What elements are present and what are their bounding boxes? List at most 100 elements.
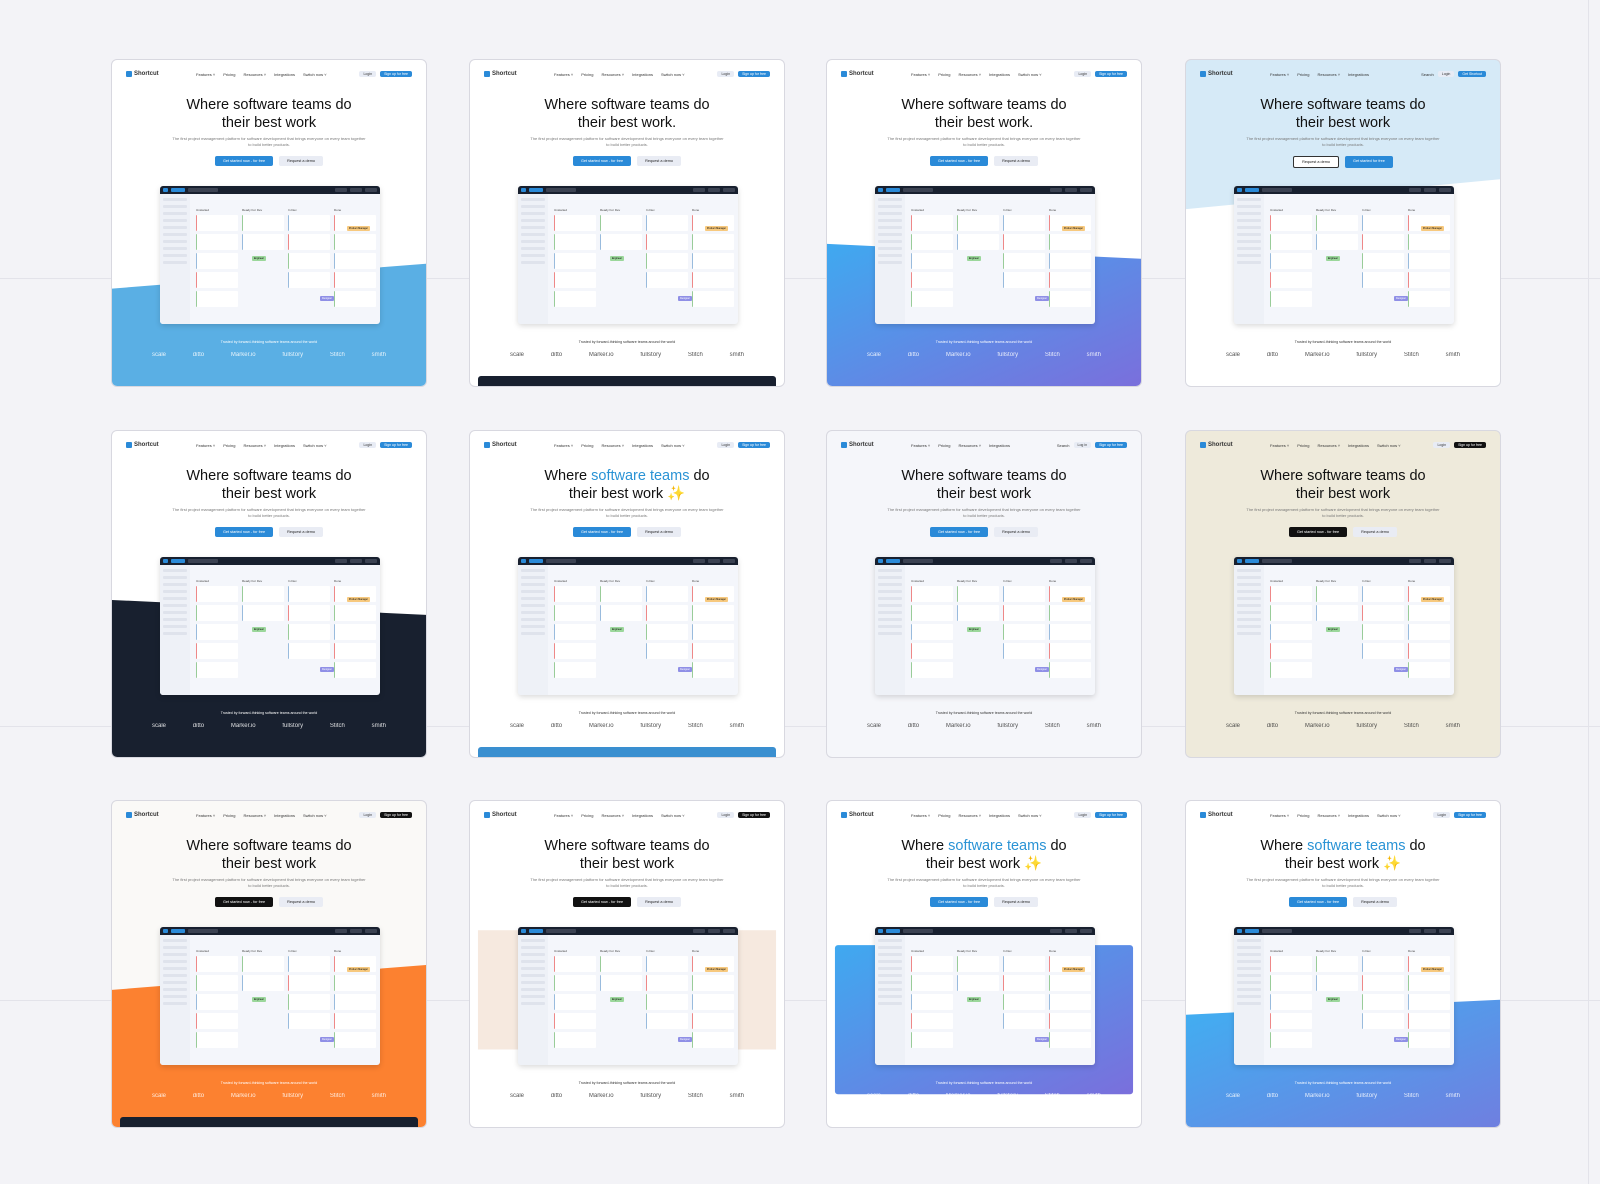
story-card[interactable]	[1049, 253, 1091, 269]
story-card[interactable]	[1270, 586, 1312, 602]
story-card[interactable]	[911, 662, 953, 678]
story-card[interactable]	[1003, 215, 1045, 231]
nav-link[interactable]: Switch now ˅	[302, 71, 327, 77]
story-card[interactable]	[1408, 643, 1450, 659]
primary-cta-button[interactable]: Get started now - for free	[929, 156, 989, 166]
story-card[interactable]	[646, 605, 688, 621]
story-card[interactable]	[911, 975, 953, 991]
story-card[interactable]	[911, 1032, 953, 1048]
story-card[interactable]	[196, 1032, 238, 1048]
brand-logo[interactable]: Shortcut	[1200, 71, 1270, 77]
nav-link[interactable]: Resources ˅	[1317, 71, 1341, 77]
brand-logo[interactable]: Shortcut	[841, 442, 911, 448]
story-card[interactable]	[1408, 253, 1450, 269]
story-card[interactable]	[334, 253, 376, 269]
story-card[interactable]	[288, 1013, 330, 1029]
story-card[interactable]	[911, 994, 953, 1010]
story-card[interactable]	[1049, 234, 1091, 250]
story-card[interactable]	[646, 1013, 688, 1029]
brand-logo[interactable]: Shortcut	[126, 812, 196, 818]
nav-link[interactable]: Features ˅	[1270, 812, 1290, 818]
nav-link[interactable]: Integrations	[274, 812, 295, 818]
story-card[interactable]	[646, 643, 688, 659]
landing-variant-card[interactable]: Shortcut Features ˅ Pricing Resources ˅ Int…	[826, 800, 1142, 1128]
story-card[interactable]	[692, 253, 734, 269]
nav-link[interactable]: Features ˅	[196, 812, 216, 818]
nav-link[interactable]: Switch now ˅	[660, 71, 685, 77]
story-card[interactable]	[1362, 253, 1404, 269]
story-card[interactable]	[554, 1032, 596, 1048]
story-card[interactable]	[646, 624, 688, 640]
story-card[interactable]	[242, 215, 284, 231]
story-card[interactable]	[911, 234, 953, 250]
story-card[interactable]	[1408, 662, 1450, 678]
nav-link[interactable]: Switch now ˅	[302, 442, 327, 448]
landing-variant-card[interactable]: Shortcut Features ˅ Pricing Resources ˅ Int…	[1185, 430, 1501, 758]
search-link[interactable]: Search	[1056, 442, 1070, 448]
story-card[interactable]	[1270, 662, 1312, 678]
story-card[interactable]	[911, 643, 953, 659]
story-card[interactable]	[692, 624, 734, 640]
story-card[interactable]	[1270, 956, 1312, 972]
story-card[interactable]	[288, 624, 330, 640]
story-card[interactable]	[1003, 994, 1045, 1010]
story-card[interactable]	[646, 975, 688, 991]
story-card[interactable]	[554, 272, 596, 288]
nav-link[interactable]: Pricing	[938, 71, 951, 77]
story-card[interactable]	[1362, 624, 1404, 640]
story-card[interactable]	[1003, 643, 1045, 659]
story-card[interactable]	[288, 643, 330, 659]
story-card[interactable]	[242, 956, 284, 972]
primary-cta-button[interactable]: Get started now - for free	[214, 897, 274, 907]
secondary-cta-button[interactable]: Request a demo	[1353, 897, 1398, 907]
search-link[interactable]: Search	[1421, 71, 1434, 77]
nav-link[interactable]: Integrations	[1348, 812, 1369, 818]
story-card[interactable]	[646, 253, 688, 269]
landing-variant-card[interactable]: Shortcut Features ˅ Pricing Resources ˅ Int…	[1185, 59, 1501, 387]
primary-cta-button[interactable]: Get started now - for free	[572, 897, 632, 907]
nav-link[interactable]: Integrations	[632, 812, 653, 818]
nav-link[interactable]: Switch now ˅	[1376, 442, 1401, 448]
login-button[interactable]: Login	[1074, 71, 1092, 77]
nav-link[interactable]: Switch now ˅	[1017, 812, 1042, 818]
story-card[interactable]	[600, 956, 642, 972]
signup-button[interactable]: Sign up for free	[738, 442, 770, 448]
brand-logo[interactable]: Shortcut	[1200, 812, 1270, 818]
story-card[interactable]	[554, 215, 596, 231]
story-card[interactable]	[1362, 643, 1404, 659]
primary-cta-button[interactable]: Get started now - for free	[572, 527, 632, 537]
story-card[interactable]	[554, 994, 596, 1010]
nav-link[interactable]: Resources ˅	[1317, 812, 1341, 818]
primary-cta-button[interactable]: Request a demo	[1293, 156, 1339, 168]
primary-cta-button[interactable]: Get started now - for free	[929, 897, 989, 907]
story-card[interactable]	[288, 994, 330, 1010]
story-card[interactable]	[1270, 994, 1312, 1010]
signup-button[interactable]: Sign up for free	[1454, 812, 1486, 818]
story-card[interactable]	[334, 643, 376, 659]
story-card[interactable]	[554, 975, 596, 991]
story-card[interactable]	[911, 291, 953, 307]
story-card[interactable]	[1003, 253, 1045, 269]
nav-link[interactable]: Pricing	[938, 812, 951, 818]
story-card[interactable]	[1049, 1032, 1091, 1048]
nav-link[interactable]: Integrations	[632, 71, 653, 77]
nav-link[interactable]: Switch now ˅	[660, 442, 685, 448]
secondary-cta-button[interactable]: Request a demo	[279, 897, 324, 907]
story-card[interactable]	[1408, 234, 1450, 250]
story-card[interactable]	[692, 643, 734, 659]
nav-link[interactable]: Pricing	[938, 442, 951, 448]
story-card[interactable]	[334, 994, 376, 1010]
story-card[interactable]	[1316, 215, 1358, 231]
brand-logo[interactable]: Shortcut	[841, 812, 911, 818]
story-card[interactable]	[1362, 605, 1404, 621]
story-card[interactable]	[1270, 975, 1312, 991]
signup-button[interactable]: Sign up for free	[380, 71, 412, 77]
signup-button[interactable]: Get Shortcut	[1458, 71, 1486, 77]
story-card[interactable]	[1270, 643, 1312, 659]
story-card[interactable]	[554, 253, 596, 269]
nav-link[interactable]: Integrations	[632, 442, 653, 448]
nav-link[interactable]: Features ˅	[554, 442, 574, 448]
brand-logo[interactable]: Shortcut	[126, 71, 196, 77]
nav-link[interactable]: Pricing	[581, 442, 594, 448]
secondary-cta-button[interactable]: Request a demo	[637, 897, 682, 907]
